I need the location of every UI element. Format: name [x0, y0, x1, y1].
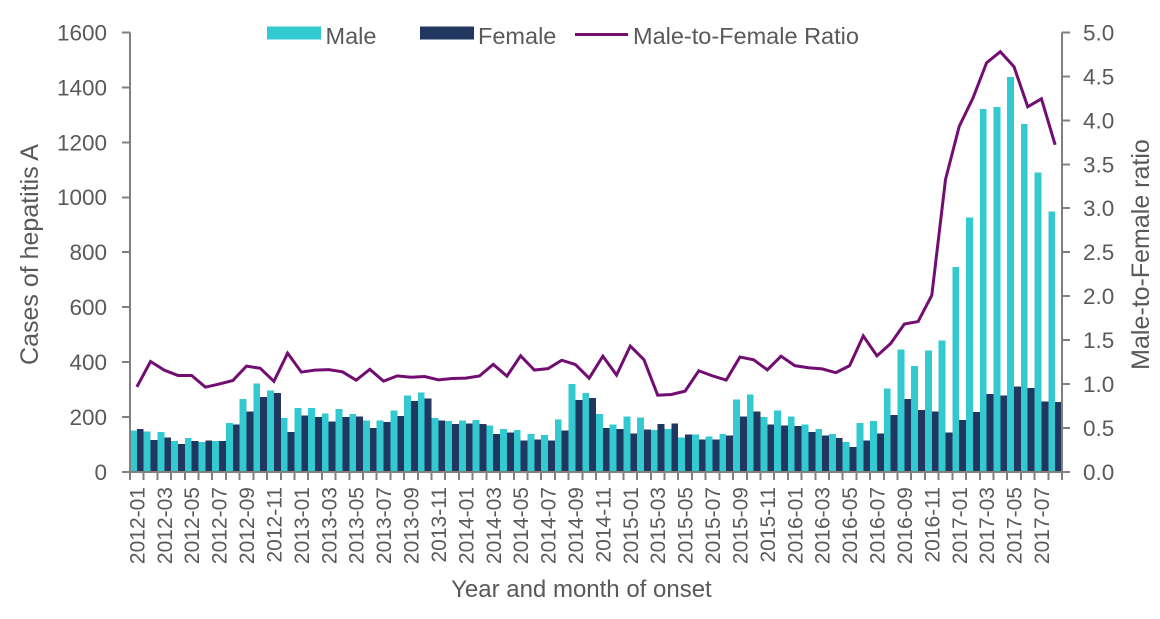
- svg-text:2012-09: 2012-09: [236, 487, 259, 564]
- svg-text:2017-05: 2017-05: [1004, 487, 1027, 564]
- svg-text:200: 200: [69, 405, 107, 430]
- svg-text:5.0: 5.0: [1083, 20, 1114, 45]
- svg-text:0.5: 0.5: [1083, 416, 1114, 441]
- svg-text:1200: 1200: [57, 130, 107, 155]
- svg-text:2012-05: 2012-05: [181, 487, 204, 564]
- svg-text:2014-11: 2014-11: [592, 487, 615, 563]
- svg-text:2012-11: 2012-11: [263, 487, 286, 563]
- svg-text:Male-to-Female ratio: Male-to-Female ratio: [1127, 139, 1155, 370]
- svg-text:2014-05: 2014-05: [510, 487, 533, 564]
- svg-text:1.0: 1.0: [1083, 372, 1114, 397]
- svg-text:2016-03: 2016-03: [812, 487, 835, 564]
- svg-text:2014-01: 2014-01: [455, 487, 478, 564]
- svg-text:3.0: 3.0: [1083, 196, 1114, 221]
- svg-text:2014-07: 2014-07: [538, 487, 561, 564]
- svg-text:1400: 1400: [57, 75, 107, 100]
- svg-text:2012-01: 2012-01: [126, 487, 149, 564]
- svg-text:Female: Female: [478, 23, 556, 49]
- svg-text:2013-05: 2013-05: [346, 487, 369, 564]
- svg-text:2015-07: 2015-07: [702, 487, 725, 564]
- svg-text:0: 0: [94, 460, 107, 485]
- svg-text:1600: 1600: [57, 20, 107, 45]
- svg-text:400: 400: [69, 350, 107, 375]
- svg-text:Male-to-Female Ratio: Male-to-Female Ratio: [633, 23, 859, 49]
- svg-text:2015-11: 2015-11: [757, 487, 780, 563]
- svg-text:1.5: 1.5: [1083, 328, 1114, 353]
- svg-text:2016-05: 2016-05: [839, 487, 862, 564]
- svg-text:2013-11: 2013-11: [428, 487, 451, 563]
- svg-text:2013-01: 2013-01: [291, 487, 314, 564]
- svg-text:2017-07: 2017-07: [1031, 487, 1054, 564]
- svg-text:2017-01: 2017-01: [949, 487, 972, 564]
- svg-text:2013-03: 2013-03: [318, 487, 341, 564]
- svg-text:2012-07: 2012-07: [209, 487, 232, 564]
- svg-text:Cases of hepatitis A: Cases of hepatitis A: [16, 144, 44, 365]
- svg-text:2014-09: 2014-09: [565, 487, 588, 564]
- svg-text:600: 600: [69, 295, 107, 320]
- svg-text:2015-09: 2015-09: [729, 487, 752, 564]
- svg-text:2014-03: 2014-03: [483, 487, 506, 564]
- svg-text:Male: Male: [326, 23, 377, 49]
- svg-text:2016-11: 2016-11: [921, 487, 944, 563]
- svg-text:800: 800: [69, 240, 107, 265]
- svg-text:2012-03: 2012-03: [154, 487, 177, 564]
- svg-text:2.0: 2.0: [1083, 284, 1114, 309]
- svg-text:2016-09: 2016-09: [894, 487, 917, 564]
- svg-text:2.5: 2.5: [1083, 240, 1114, 265]
- svg-text:2015-05: 2015-05: [675, 487, 698, 564]
- svg-text:2013-07: 2013-07: [373, 487, 396, 564]
- svg-text:0.0: 0.0: [1083, 460, 1114, 485]
- svg-text:Year and month of onset: Year and month of onset: [451, 576, 712, 603]
- svg-text:4.0: 4.0: [1083, 108, 1114, 133]
- svg-text:2015-01: 2015-01: [620, 487, 643, 564]
- svg-text:2016-01: 2016-01: [784, 487, 807, 564]
- svg-text:3.5: 3.5: [1083, 152, 1114, 177]
- svg-text:2016-07: 2016-07: [867, 487, 890, 564]
- svg-text:2017-03: 2017-03: [976, 487, 999, 564]
- svg-text:4.5: 4.5: [1083, 64, 1114, 89]
- svg-text:2015-03: 2015-03: [647, 487, 670, 564]
- svg-text:1000: 1000: [57, 185, 107, 210]
- svg-text:2013-09: 2013-09: [401, 487, 424, 564]
